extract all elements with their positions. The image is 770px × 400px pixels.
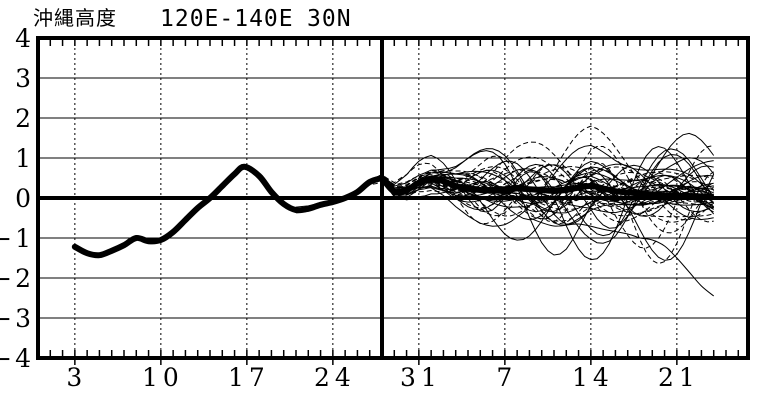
chart-title-longitude-range: 120E-140E bbox=[160, 6, 294, 32]
plot-border bbox=[36, 36, 750, 360]
y-axis-tick-label: 1 bbox=[15, 144, 34, 173]
ensemble-member-dashed bbox=[344, 169, 714, 208]
x-axis-tick-label: 14 bbox=[572, 363, 614, 392]
ensemble-member-dashed bbox=[344, 168, 714, 223]
chart-title-region: 沖縄高度 bbox=[33, 6, 117, 30]
grid-layer bbox=[38, 38, 748, 358]
chart-title-latitude: 30N bbox=[307, 6, 352, 32]
x-axis-tick-label: 7 bbox=[496, 363, 517, 392]
ensemble-member-outlier bbox=[529, 217, 715, 297]
data-series-layer bbox=[71, 125, 715, 297]
ensemble-mean-curve bbox=[379, 175, 714, 200]
x-axis-tick-label: 24 bbox=[314, 363, 356, 392]
y-axis-tick-label: 4 bbox=[15, 24, 34, 53]
x-axis-tick-label: 31 bbox=[400, 363, 442, 392]
y-axis-tick-label: −1 bbox=[0, 224, 34, 253]
ensemble-member-dashed bbox=[344, 155, 714, 265]
x-axis-tick-label: 3 bbox=[66, 363, 87, 392]
x-axis-tick-label: 17 bbox=[228, 363, 270, 392]
y-axis-tick-label: 3 bbox=[15, 64, 34, 93]
axes-frame-layer bbox=[36, 36, 750, 365]
ensemble-member-dashed bbox=[344, 146, 715, 234]
y-axis-tick-label: −2 bbox=[0, 264, 34, 293]
ensemble-member-solid bbox=[344, 157, 715, 212]
x-axis-tick-label: 21 bbox=[658, 363, 700, 392]
ensemble-member-dashed bbox=[344, 145, 714, 249]
y-axis-tick-label: −4 bbox=[0, 344, 34, 373]
ensemble-member-dashed bbox=[344, 125, 714, 217]
analysis-curve bbox=[71, 163, 385, 259]
x-axis-tick-label: 10 bbox=[142, 363, 184, 392]
y-axis-tick-label: 0 bbox=[15, 184, 34, 213]
y-axis-tick-label: 2 bbox=[15, 104, 34, 133]
y-axis-tick-label: −3 bbox=[0, 304, 34, 333]
ensemble-member-solid bbox=[344, 150, 715, 261]
